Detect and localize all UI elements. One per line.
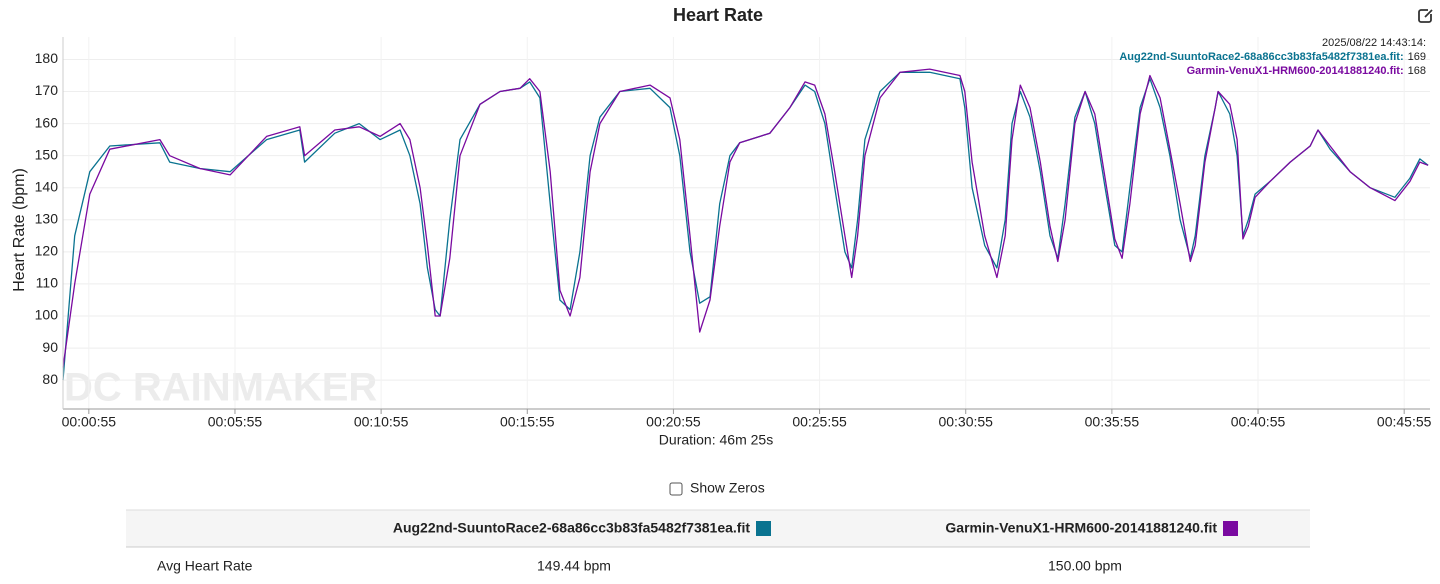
y-tick-label: 110	[36, 275, 59, 291]
table-column-header: Garmin-VenuX1-HRM600-20141881240.fit	[945, 520, 1217, 536]
x-tick-label: 00:40:55	[1231, 414, 1286, 430]
series-line	[62, 71, 1429, 381]
table-cell: Avg Heart Rate	[157, 558, 253, 574]
x-tick-label: 00:30:55	[938, 414, 993, 430]
tooltip-entry: Aug22nd-SuuntoRace2-68a86cc3b83fa5482f73…	[1119, 51, 1426, 63]
x-tick-label: 00:25:55	[792, 414, 847, 430]
y-tick-label: 80	[42, 371, 58, 387]
x-tick-label: 00:20:55	[646, 414, 701, 430]
x-axis-label: Duration: 46m 25s	[659, 432, 773, 448]
tooltip-value: 168	[1408, 65, 1426, 77]
table-cell: 150.00 bpm	[1048, 558, 1122, 574]
tooltip-value: 169	[1408, 51, 1426, 63]
y-tick-label: 150	[35, 146, 59, 162]
x-tick-label: 00:00:55	[62, 414, 117, 430]
x-tick-label: 00:35:55	[1085, 414, 1140, 430]
tooltip-series: Garmin-VenuX1-HRM600-20141881240.fit:	[1187, 65, 1404, 77]
legend-swatch	[1223, 521, 1238, 536]
table-header	[126, 510, 1310, 547]
x-tick-label: 00:10:55	[354, 414, 409, 430]
y-axis-label: Heart Rate (bpm)	[11, 168, 28, 292]
legend-swatch	[756, 521, 771, 536]
tooltip-time: 2025/08/22 14:43:14:	[1322, 37, 1426, 49]
chart-title: Heart Rate	[673, 5, 763, 25]
y-tick-label: 160	[35, 114, 59, 130]
watermark: DC RAINMAKER	[64, 366, 377, 410]
edit-icon[interactable]	[1418, 9, 1433, 23]
x-tick-label: 00:45:55	[1377, 414, 1432, 430]
x-tick-label: 00:05:55	[208, 414, 263, 430]
table-column-header: Aug22nd-SuuntoRace2-68a86cc3b83fa5482f73…	[393, 520, 751, 536]
series-line	[62, 68, 1429, 368]
tooltip-series: Aug22nd-SuuntoRace2-68a86cc3b83fa5482f73…	[1119, 51, 1403, 63]
tooltip-entry: Garmin-VenuX1-HRM600-20141881240.fit: 168	[1187, 65, 1426, 77]
y-tick-label: 180	[35, 50, 59, 66]
table-cell: 149.44 bpm	[537, 558, 611, 574]
y-tick-label: 90	[42, 339, 58, 355]
y-tick-label: 130	[35, 210, 59, 226]
y-tick-label: 100	[35, 307, 59, 323]
y-tick-label: 140	[35, 178, 59, 194]
y-tick-label: 120	[35, 243, 59, 259]
y-tick-label: 170	[35, 82, 59, 98]
show-zeros-label[interactable]: Show Zeros	[690, 480, 765, 496]
x-tick-label: 00:15:55	[500, 414, 555, 430]
show-zeros-checkbox[interactable]	[669, 482, 683, 496]
